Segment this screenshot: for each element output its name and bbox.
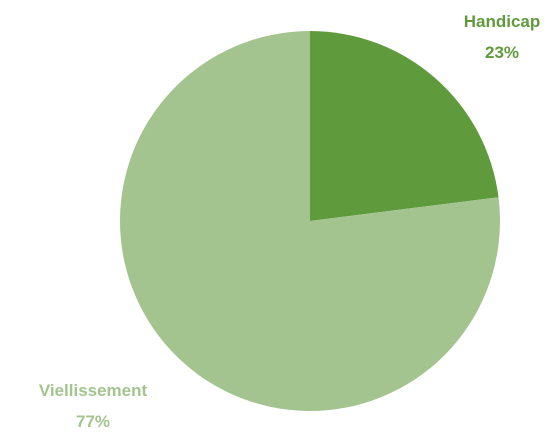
- slice-label-handicap: Handicap: [464, 12, 541, 31]
- slice-value-handicap: 23%: [485, 43, 519, 62]
- pie-slice-handicap: [310, 31, 499, 221]
- slice-label-viellissement: Viellissement: [39, 381, 148, 400]
- slice-value-viellissement: 77%: [76, 412, 110, 431]
- pie-slice-viellissement: [119, 31, 500, 411]
